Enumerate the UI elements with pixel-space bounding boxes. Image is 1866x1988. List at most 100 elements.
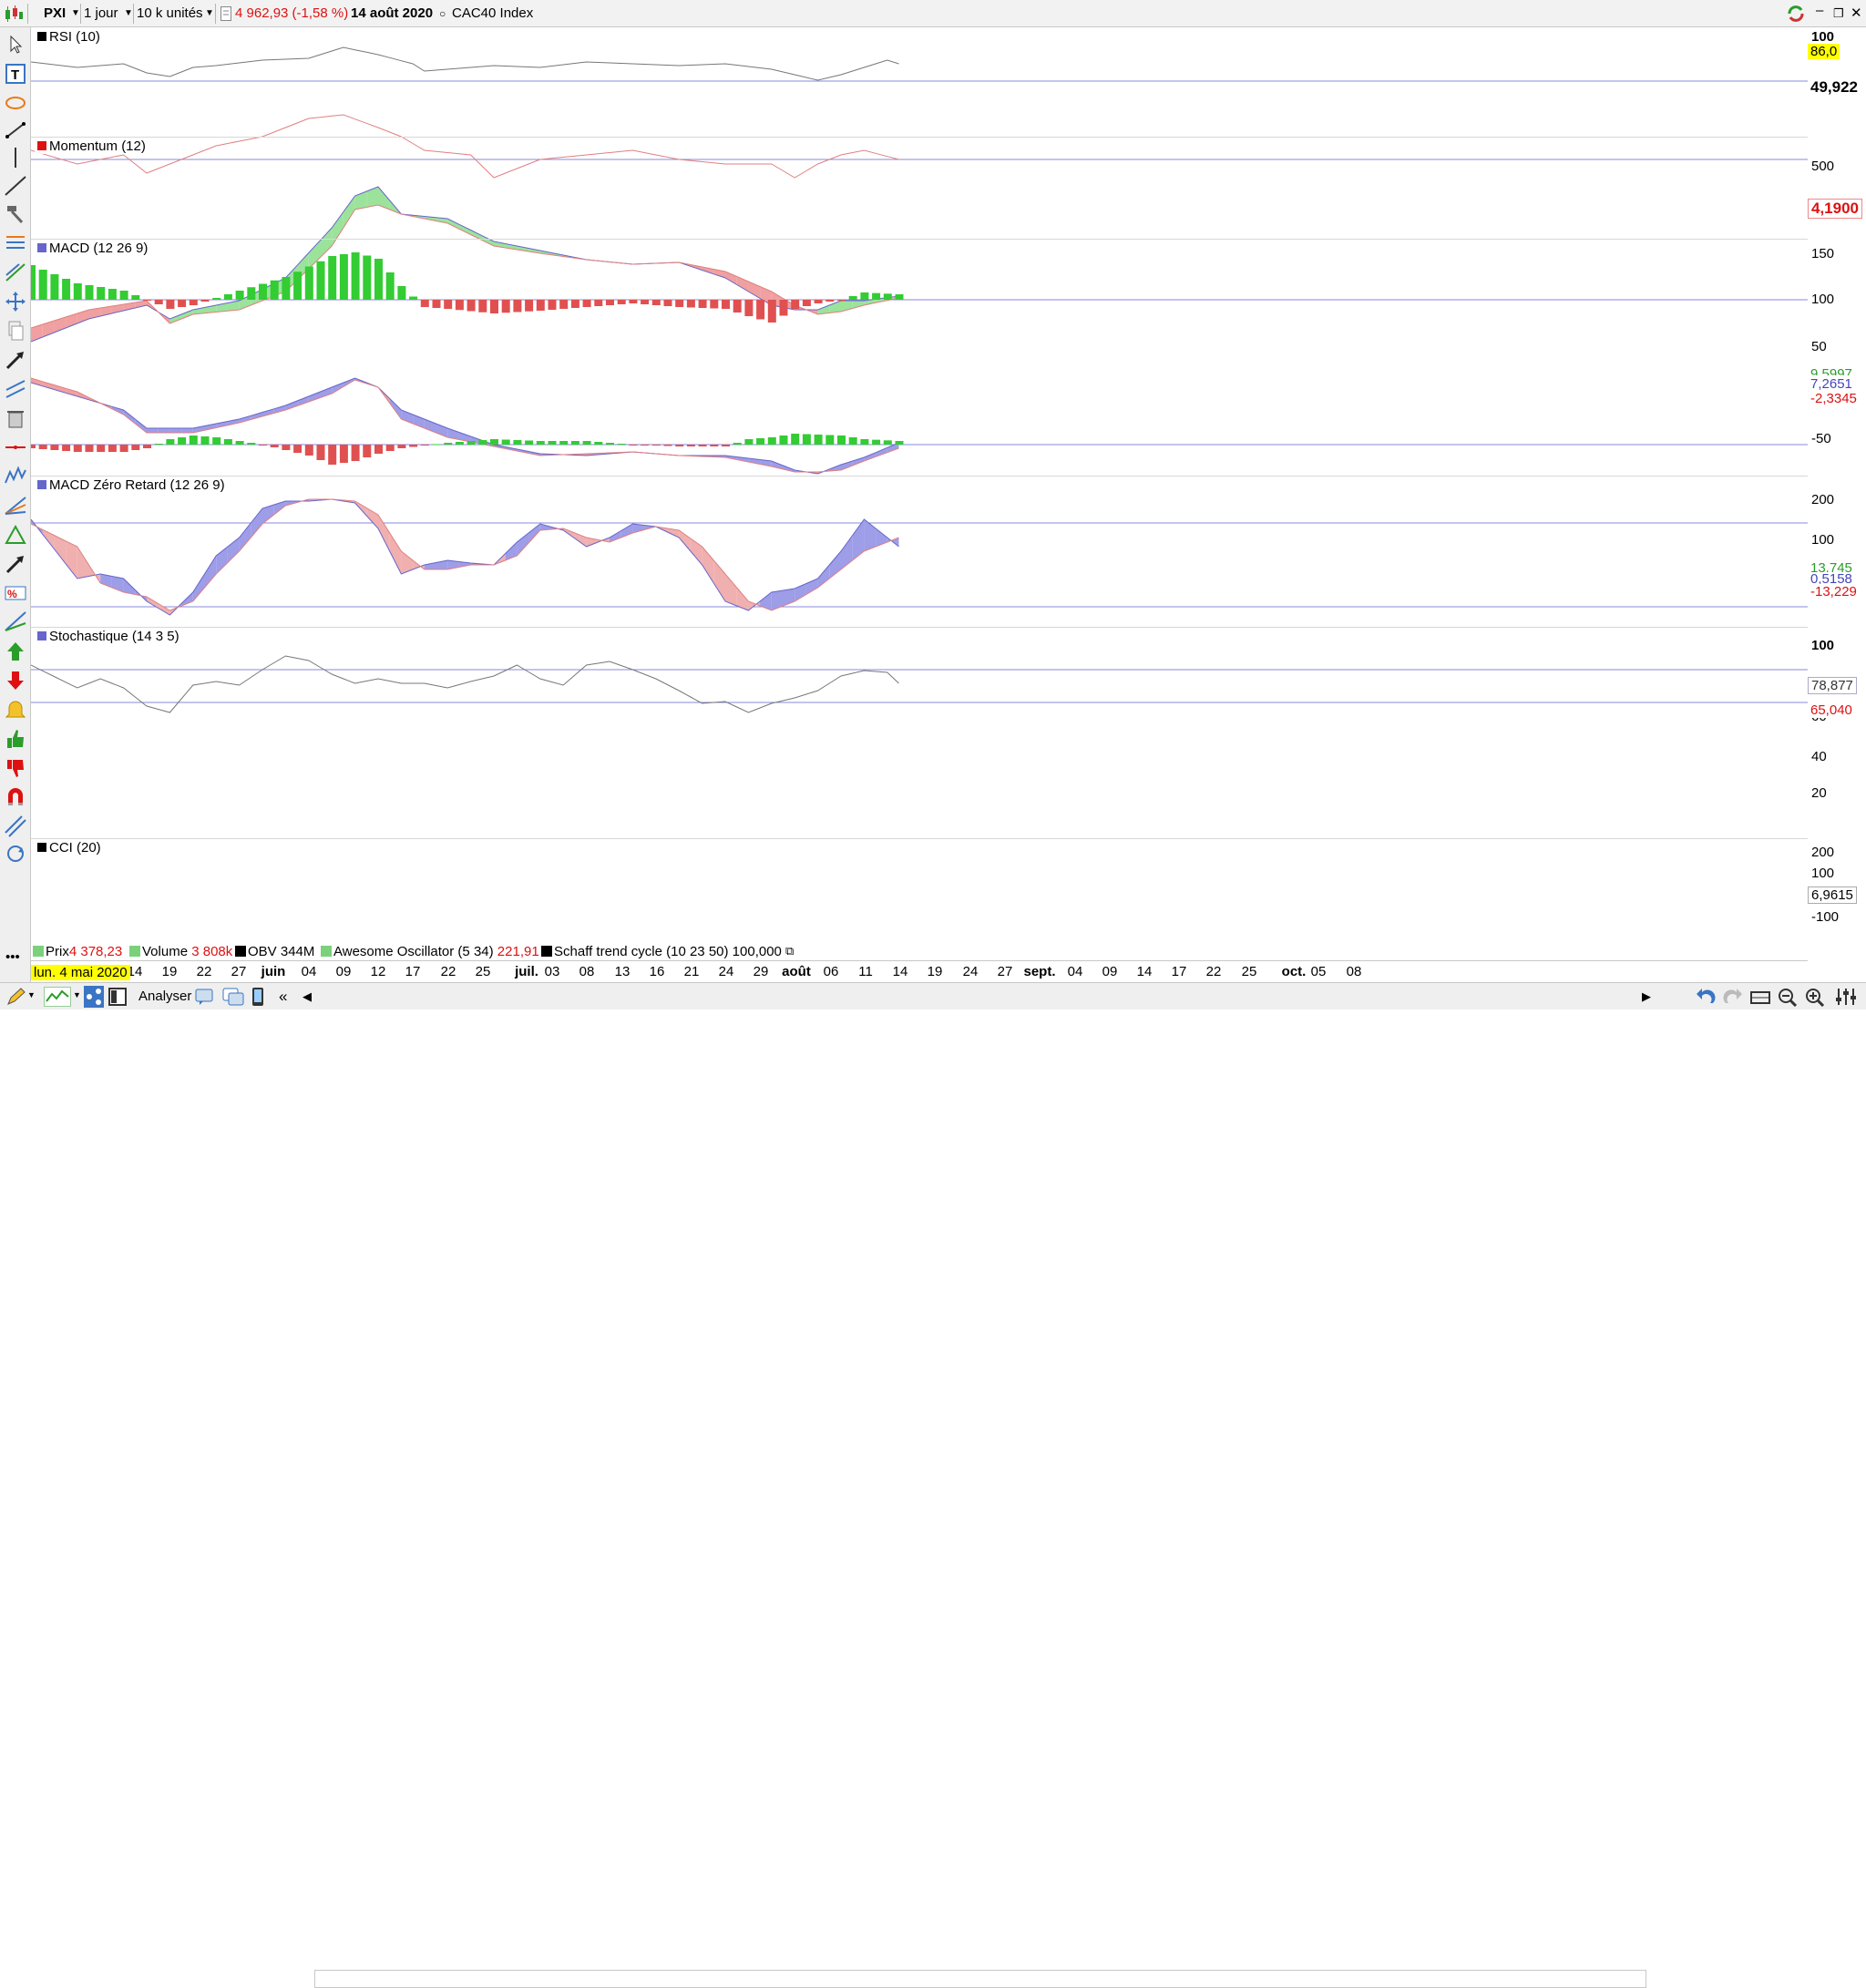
- macd-tick: 100: [1811, 292, 1835, 307]
- channel-icon[interactable]: [4, 377, 27, 401]
- scroll-left-icon[interactable]: ◀: [302, 989, 312, 1003]
- zoom-fit-icon[interactable]: [1749, 987, 1771, 1007]
- trash-icon[interactable]: [4, 406, 27, 430]
- macd-zero-band: [458, 432, 471, 442]
- macd-zero-histogram-bar: [559, 441, 569, 445]
- chevron-down-icon[interactable]: ▼: [27, 990, 36, 999]
- pencil-icon[interactable]: [5, 987, 27, 1007]
- undo-icon[interactable]: [1695, 987, 1717, 1007]
- scroll-right-icon[interactable]: ▶: [1642, 989, 1651, 1003]
- date-tick: 27: [231, 964, 247, 979]
- indicator-chart[interactable]: [31, 27, 1808, 942]
- hammer-icon[interactable]: [4, 202, 27, 226]
- elliott-wave-icon[interactable]: [4, 465, 27, 488]
- pitchfork-icon[interactable]: [4, 261, 27, 284]
- window-icon[interactable]: ⧉: [785, 944, 795, 958]
- triangle-icon[interactable]: [4, 523, 27, 547]
- macd-zero-label[interactable]: MACD Zéro Retard (12 26 9): [35, 477, 228, 493]
- panel-icon[interactable]: [108, 987, 128, 1007]
- arrow-tool-icon[interactable]: [4, 552, 27, 576]
- double-chevron-left-icon[interactable]: «: [279, 988, 288, 1005]
- macd-band: [736, 276, 749, 292]
- legend-item[interactable]: Volume 3 808k: [129, 944, 232, 959]
- stochastic-label[interactable]: Stochastique (14 3 5): [35, 629, 182, 644]
- share-icon[interactable]: [84, 986, 104, 1008]
- segment-tool-icon[interactable]: [4, 118, 27, 142]
- chat-icon[interactable]: [195, 988, 217, 1006]
- macd-band: [332, 211, 343, 246]
- macd-zero-histogram-bar: [802, 434, 811, 445]
- macd-zero-band: [413, 415, 425, 428]
- legend-swatch: [321, 946, 332, 957]
- arrow-tool-icon[interactable]: [4, 348, 27, 372]
- analyser-button[interactable]: Analyser: [138, 989, 192, 1004]
- chevron-down-icon[interactable]: ▼: [73, 990, 81, 999]
- more-tools-icon[interactable]: •••: [5, 949, 20, 965]
- momentum-label[interactable]: Momentum (12): [35, 138, 149, 154]
- period-selector[interactable]: 1 jour: [84, 5, 118, 21]
- date-tick: 08: [579, 964, 595, 979]
- trendline-icon[interactable]: [4, 173, 27, 197]
- percent-tool-icon[interactable]: %: [4, 581, 27, 605]
- horizontal-line-icon[interactable]: [4, 436, 27, 459]
- phone-icon[interactable]: [248, 987, 268, 1007]
- cursor-icon[interactable]: [4, 33, 27, 56]
- fan-lines-icon[interactable]: [4, 610, 27, 634]
- rsi-label[interactable]: RSI (10): [35, 29, 103, 45]
- chart-type-icon[interactable]: [44, 987, 71, 1007]
- chevron-down-icon[interactable]: ▼: [124, 8, 133, 18]
- buy-arrow-icon[interactable]: [4, 640, 27, 663]
- redo-icon[interactable]: [1722, 987, 1744, 1007]
- cycle-tool-icon[interactable]: [4, 842, 27, 866]
- thumbs-down-icon[interactable]: [4, 756, 27, 780]
- cci-label[interactable]: CCI (20): [35, 840, 104, 856]
- macd-zero-band: [251, 412, 262, 420]
- macd-label[interactable]: MACD (12 26 9): [35, 241, 151, 256]
- legend-item[interactable]: Awesome Oscillator (5 34) 221,91: [321, 944, 539, 959]
- macd-zero-band: [54, 384, 67, 394]
- stoch-band: [204, 556, 217, 588]
- zoom-in-icon[interactable]: [1804, 987, 1826, 1007]
- vertical-line-icon[interactable]: [4, 146, 27, 169]
- legend-item[interactable]: Schaff trend cycle (10 23 50) 100,000: [541, 944, 782, 959]
- info-icon[interactable]: [220, 6, 231, 21]
- macd-histogram-bar: [154, 300, 163, 304]
- macd-zero-histogram-bar: [38, 445, 47, 449]
- legend-item[interactable]: Prix4 378,23: [33, 944, 122, 959]
- fibonacci-fan-icon[interactable]: [4, 494, 27, 517]
- horizontal-scrollbar[interactable]: [314, 1970, 1646, 1988]
- macd-zero-band: [111, 406, 124, 415]
- svg-text:%: %: [7, 588, 17, 600]
- macd-histogram-bar: [97, 287, 106, 300]
- macd-histogram-bar: [409, 296, 418, 300]
- magnet-icon[interactable]: [4, 785, 27, 809]
- sliders-icon[interactable]: [1833, 987, 1859, 1007]
- chevron-down-icon[interactable]: ▼: [205, 8, 214, 18]
- fibonacci-icon[interactable]: [4, 231, 27, 255]
- restore-icon[interactable]: ❐: [1833, 6, 1844, 20]
- zoom-out-icon[interactable]: [1777, 987, 1799, 1007]
- alert-bell-icon[interactable]: [4, 698, 27, 722]
- units-selector[interactable]: 10 k unités: [137, 5, 203, 21]
- thumbs-up-icon[interactable]: [4, 727, 27, 751]
- ellipse-tool-icon[interactable]: [4, 91, 27, 115]
- symbol-selector[interactable]: PXI: [44, 5, 67, 21]
- chevron-down-icon[interactable]: ▼: [71, 8, 80, 18]
- minimize-icon[interactable]: –: [1816, 3, 1824, 18]
- move-icon[interactable]: [4, 290, 27, 313]
- parallel-lines-icon[interactable]: [4, 815, 27, 838]
- macd-zero-band: [135, 419, 147, 433]
- radio-icon[interactable]: ○: [439, 7, 446, 20]
- messages-icon[interactable]: [222, 987, 244, 1007]
- copy-icon[interactable]: [4, 319, 27, 343]
- quote-date: 14 août 2020: [351, 5, 434, 21]
- refresh-icon[interactable]: [1786, 5, 1806, 23]
- stoch-band: [610, 530, 621, 542]
- legend-item[interactable]: OBV 344M: [235, 944, 314, 959]
- indicator-legend: Prix4 378,23 Volume 3 808k OBV 344M Awes…: [31, 942, 1808, 960]
- macd-histogram-bar: [38, 270, 47, 300]
- text-tool-icon[interactable]: T: [4, 62, 27, 86]
- sell-arrow-icon[interactable]: [4, 669, 27, 692]
- candlestick-icon[interactable]: [4, 5, 24, 23]
- close-icon[interactable]: ✕: [1851, 5, 1862, 21]
